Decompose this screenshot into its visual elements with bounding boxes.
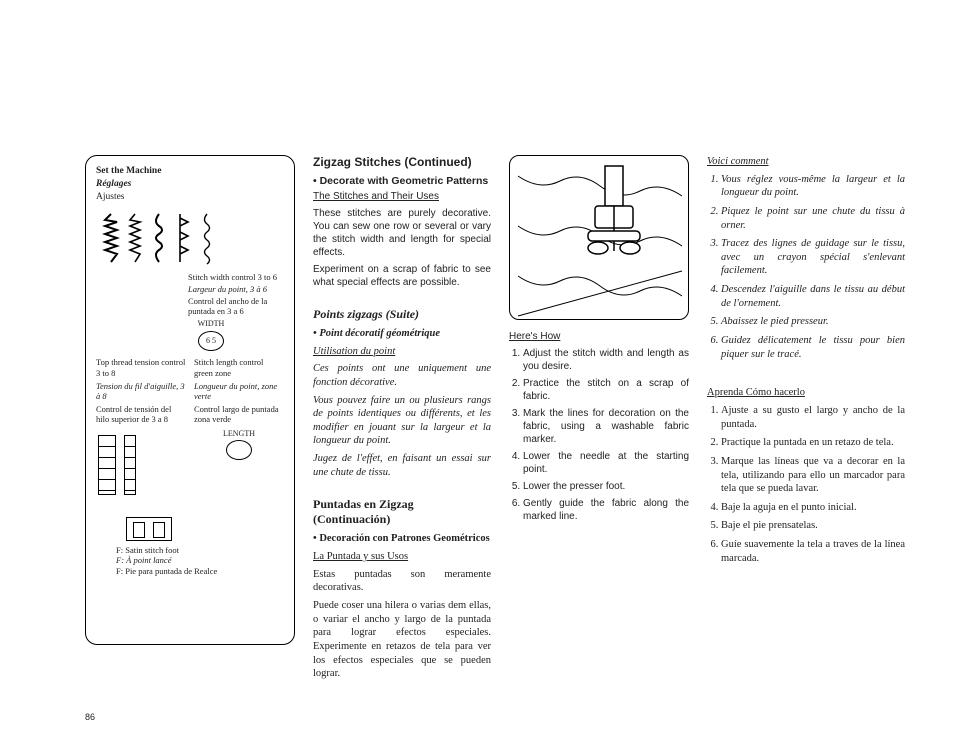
para-fr-1: Ces points ont une uniquement une foncti… [313,362,491,389]
step-en: Lower the presser foot. [523,480,689,493]
stitch-width-fr: Largeur du point, 3 à 6 [188,284,284,294]
heading-es: Puntadas en Zigzag (Continuación) [313,497,491,527]
step-en: Adjust the stitch width and length as yo… [523,347,689,373]
box-title-fr: Réglages [96,179,284,191]
length-label: LENGTH [194,429,284,439]
step-es: Baje el pie prensatelas. [721,519,905,533]
length-es: Control largo de puntada zona verde [194,404,284,424]
tension-dial-icon [98,435,116,495]
subheading-fr: Point décoratif géométrique [313,327,491,341]
stitch-icon [198,212,216,266]
steps-en: Adjust the stitch width and length as yo… [509,347,689,523]
column-machine-settings: Set the Machine Réglages Ajustes Stitch … [85,155,295,685]
box-title-es: Ajustes [96,192,284,204]
stitch-icon [174,212,192,266]
heading-fr: Points zigzags (Suite) [313,307,491,322]
length-en: Stitch length control green zone [194,357,284,377]
para-en-2: Experiment on a scrap of fabric to see w… [313,263,491,289]
utilisation-label: Utilisation du point [313,345,395,359]
step-fr: Vous réglez vous-même la largeur et la l… [721,173,905,200]
para-es-1: Estas puntadas son meramente decorativas… [313,568,491,595]
voici-comment-label: Voici comment [707,155,769,169]
heres-how-label: Here's How [509,330,560,343]
subheading-es: Decoración con Patrones Geométricos [313,532,491,546]
column-steps-fr-es: Voici comment Vous réglez vous-même la l… [707,155,905,685]
para-fr-3: Jugez de l'effet, en faisant un essai su… [313,452,491,479]
para-fr-2: Vous pouvez faire un ou plusieurs rangs … [313,394,491,449]
subheading-decorate: Decorate with Geometric Patterns [313,175,491,187]
usos-label: La Puntada y sus Usos [313,550,408,564]
machine-settings-box: Set the Machine Réglages Ajustes Stitch … [85,155,295,645]
step-es: Ajuste a su gusto el largo y ancho de la… [721,404,905,431]
step-es: Marque las líneas que va a decorar en la… [721,455,905,496]
step-en: Gently guide the fabric along the marked… [523,497,689,523]
step-en: Practice the stitch on a scrap of fabric… [523,377,689,403]
stitch-icon [102,212,120,266]
steps-es: Ajuste a su gusto el largo y ancho de la… [707,404,905,565]
step-fr: Descendez l'aiguille dans le tissu au dé… [721,283,905,310]
stitches-uses-label: The Stitches and Their Uses [313,190,439,203]
presser-foot-drawing [510,156,688,320]
tension-fr: Tension du fil d'aiguille, 3 à 8 [96,381,186,401]
column-instructions-multilang: Zigzag Stitches (Continued) Decorate wit… [313,155,491,685]
step-fr: Abaissez le pied presseur. [721,315,905,329]
foot-fr: F: À point lancé [116,555,284,566]
sewing-illustration [509,155,689,320]
step-es: Baje la aguja en el punto inicial. [721,501,905,515]
step-fr: Tracez des lignes de guidage sur le tiss… [721,237,905,278]
tension-es: Control de tensión del hilo superior de … [96,404,186,424]
page-number: 86 [85,712,95,722]
step-es: Guíe suavemente la tela a traves de la l… [721,538,905,565]
width-dial-icon: 6 5 [198,331,224,351]
tension-length-row: Top thread tension control 3 to 8 Tensio… [96,357,284,498]
foot-en: F: Satin stitch foot [116,545,284,556]
steps-fr: Vous réglez vous-même la largeur et la l… [707,173,905,362]
page-layout: Set the Machine Réglages Ajustes Stitch … [85,155,909,685]
column-illustration-steps: Here's How Adjust the stitch width and l… [509,155,689,685]
length-fr: Longueur du point, zone verte [194,381,284,401]
heading-zigzag: Zigzag Stitches (Continued) [313,155,491,169]
presser-foot-icon [126,517,172,541]
box-title-en: Set the Machine [96,166,284,178]
step-es: Practique la puntada en un retazo de tel… [721,436,905,450]
stitch-icon [126,212,144,266]
width-label: WIDTH [188,319,234,329]
step-en: Mark the lines for decoration on the fab… [523,407,689,446]
para-en-1: These stitches are purely decorative. Yo… [313,207,491,259]
para-es-2: Puede coser una hilera o varias dem ella… [313,599,491,681]
stitch-pattern-row [102,212,284,266]
stitch-width-en: Stitch width control 3 to 6 [188,272,284,282]
aprenda-label: Aprenda Cómo hacerlo [707,386,805,400]
length-dial-icon [226,440,252,460]
stitch-icon [150,212,168,266]
tension-en: Top thread tension control 3 to 8 [96,357,186,377]
step-en: Lower the needle at the starting point. [523,450,689,476]
step-fr: Piquez le point sur une chute du tissu à… [721,205,905,232]
stitch-width-es: Control del ancho de la puntada en 3 a 6 [188,296,284,316]
step-fr: Guidez délicatement le tissu pour bien p… [721,334,905,361]
foot-es: F: Pie para puntada de Realce [116,566,284,577]
length-scale-icon [124,435,136,495]
